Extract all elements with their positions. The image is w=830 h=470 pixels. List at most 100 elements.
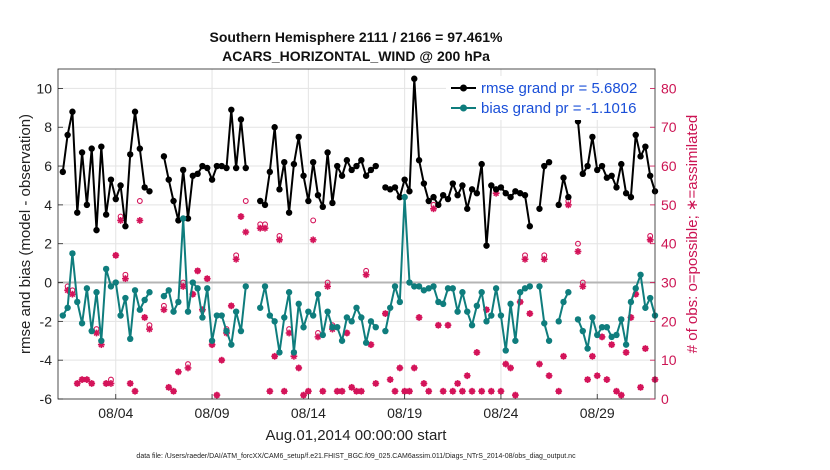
obs-assimilated-marker: [184, 364, 192, 372]
rmse-point: [594, 166, 601, 174]
bias-point: [146, 289, 153, 296]
obs-assimilated-stroke: [522, 256, 528, 263]
obs-assimilated-marker: [271, 352, 279, 360]
legend-box: [446, 76, 650, 120]
bias-point: [459, 289, 466, 296]
bias-point: [406, 279, 413, 286]
obs-assimilated-stroke: [132, 388, 139, 395]
obs-assimilated-marker: [444, 321, 452, 329]
obs-assimilated-marker: [637, 383, 644, 391]
obs-assimilated-marker: [348, 383, 356, 391]
rmse-point: [59, 168, 67, 176]
y-tick-label-right: 70: [661, 119, 677, 135]
rmse-point: [353, 162, 360, 170]
rmse-point: [189, 172, 197, 179]
rmse-point: [468, 186, 476, 193]
rmse-point: [565, 193, 572, 201]
rmse-point: [579, 170, 586, 178]
obs-assimilated-marker: [459, 387, 466, 395]
bias-point: [526, 283, 534, 290]
obs-assimilated-stroke: [623, 349, 630, 356]
obs-assimilated-marker: [617, 391, 625, 399]
rmse-point: [179, 166, 187, 174]
obs-assimilated-stroke: [488, 388, 495, 395]
bias-point: [343, 314, 351, 321]
obs-assimilated-stroke: [459, 388, 466, 395]
obs-assimilated-marker: [314, 333, 322, 341]
rmse-point: [387, 186, 394, 193]
obs-assimilated-stroke: [449, 388, 456, 395]
rmse-point: [406, 188, 413, 195]
obs-assimilated-marker: [560, 352, 567, 360]
obs-assimilated-stroke: [536, 361, 543, 368]
bias-point: [464, 308, 471, 315]
bias-point: [589, 314, 596, 321]
obs-assimilated-marker: [420, 380, 428, 387]
chart-title-line2: ACARS_HORIZONTAL_WIND @ 200 hPa: [222, 48, 490, 64]
rmse-point: [141, 184, 148, 191]
bias-point: [502, 347, 509, 354]
data-file-footnote: data file: /Users/raeder/DAI/ATM_forcXX/…: [136, 453, 576, 460]
bias-point: [204, 285, 211, 292]
rmse-point: [502, 190, 509, 197]
obs-assimilated-marker: [425, 387, 433, 395]
obs-assimilated-stroke: [160, 306, 167, 313]
obs-assimilated-marker: [73, 380, 81, 387]
obs-assimilated-stroke: [396, 364, 403, 371]
bias-point: [565, 289, 572, 296]
obs-assimilated-marker: [93, 329, 100, 337]
bias-point: [555, 318, 562, 325]
y-tick-label: 4: [44, 197, 52, 213]
rmse-point: [213, 162, 221, 170]
rmse-point: [102, 211, 110, 218]
obs-assimilated-stroke: [425, 388, 432, 395]
bias-point: [560, 298, 567, 306]
obs-assimilated-marker: [232, 255, 240, 263]
rmse-point: [242, 164, 249, 172]
rmse-point: [324, 149, 331, 156]
plot-frame: [57, 68, 656, 400]
rmse-point: [459, 182, 466, 189]
rmse-point: [608, 172, 615, 179]
rmse-point: [127, 151, 134, 158]
obs-assimilated-marker: [603, 376, 611, 383]
rmse-series: [59, 75, 659, 249]
rmse-point: [454, 191, 461, 199]
obs-assimilated-stroke: [565, 201, 572, 208]
rmse-point: [391, 184, 399, 191]
obs-assimilated-stroke: [103, 380, 110, 387]
bias-point: [127, 335, 134, 343]
obs-assimilated-stroke: [594, 372, 601, 379]
rmse-point: [146, 188, 153, 195]
rmse-point: [507, 193, 514, 201]
bias-point: [281, 314, 288, 321]
x-tick-label: 08/24: [483, 405, 518, 421]
obs-assimilated-marker: [439, 387, 447, 395]
bias-point: [391, 283, 399, 290]
rmse-point: [165, 176, 172, 183]
obs-assimilated-marker: [136, 217, 144, 224]
rmse-point: [107, 176, 115, 183]
rmse-point: [598, 162, 606, 170]
bias-point: [622, 341, 630, 348]
rmse-point: [131, 108, 139, 115]
bias-series: [59, 193, 659, 356]
rmse-point: [314, 191, 322, 199]
rmse-point: [444, 195, 452, 203]
bias-point: [117, 312, 124, 319]
rmse-point: [175, 217, 182, 224]
obs-assimilated-stroke: [286, 330, 293, 336]
y-tick-label: -6: [40, 391, 53, 407]
obs-assimilated-marker: [141, 314, 149, 321]
obs-assimilated-stroke: [618, 392, 625, 399]
bias-point: [632, 285, 639, 292]
obs-assimilated-marker: [540, 255, 548, 263]
obs-assimilated-marker: [107, 380, 115, 387]
rmse-point: [78, 149, 86, 156]
rmse-point: [464, 205, 471, 212]
obs-assimilated-stroke: [242, 229, 249, 236]
bias-point: [64, 304, 71, 311]
rmse-point: [184, 215, 192, 222]
bias-point: [512, 337, 519, 344]
rmse-point: [425, 197, 432, 205]
